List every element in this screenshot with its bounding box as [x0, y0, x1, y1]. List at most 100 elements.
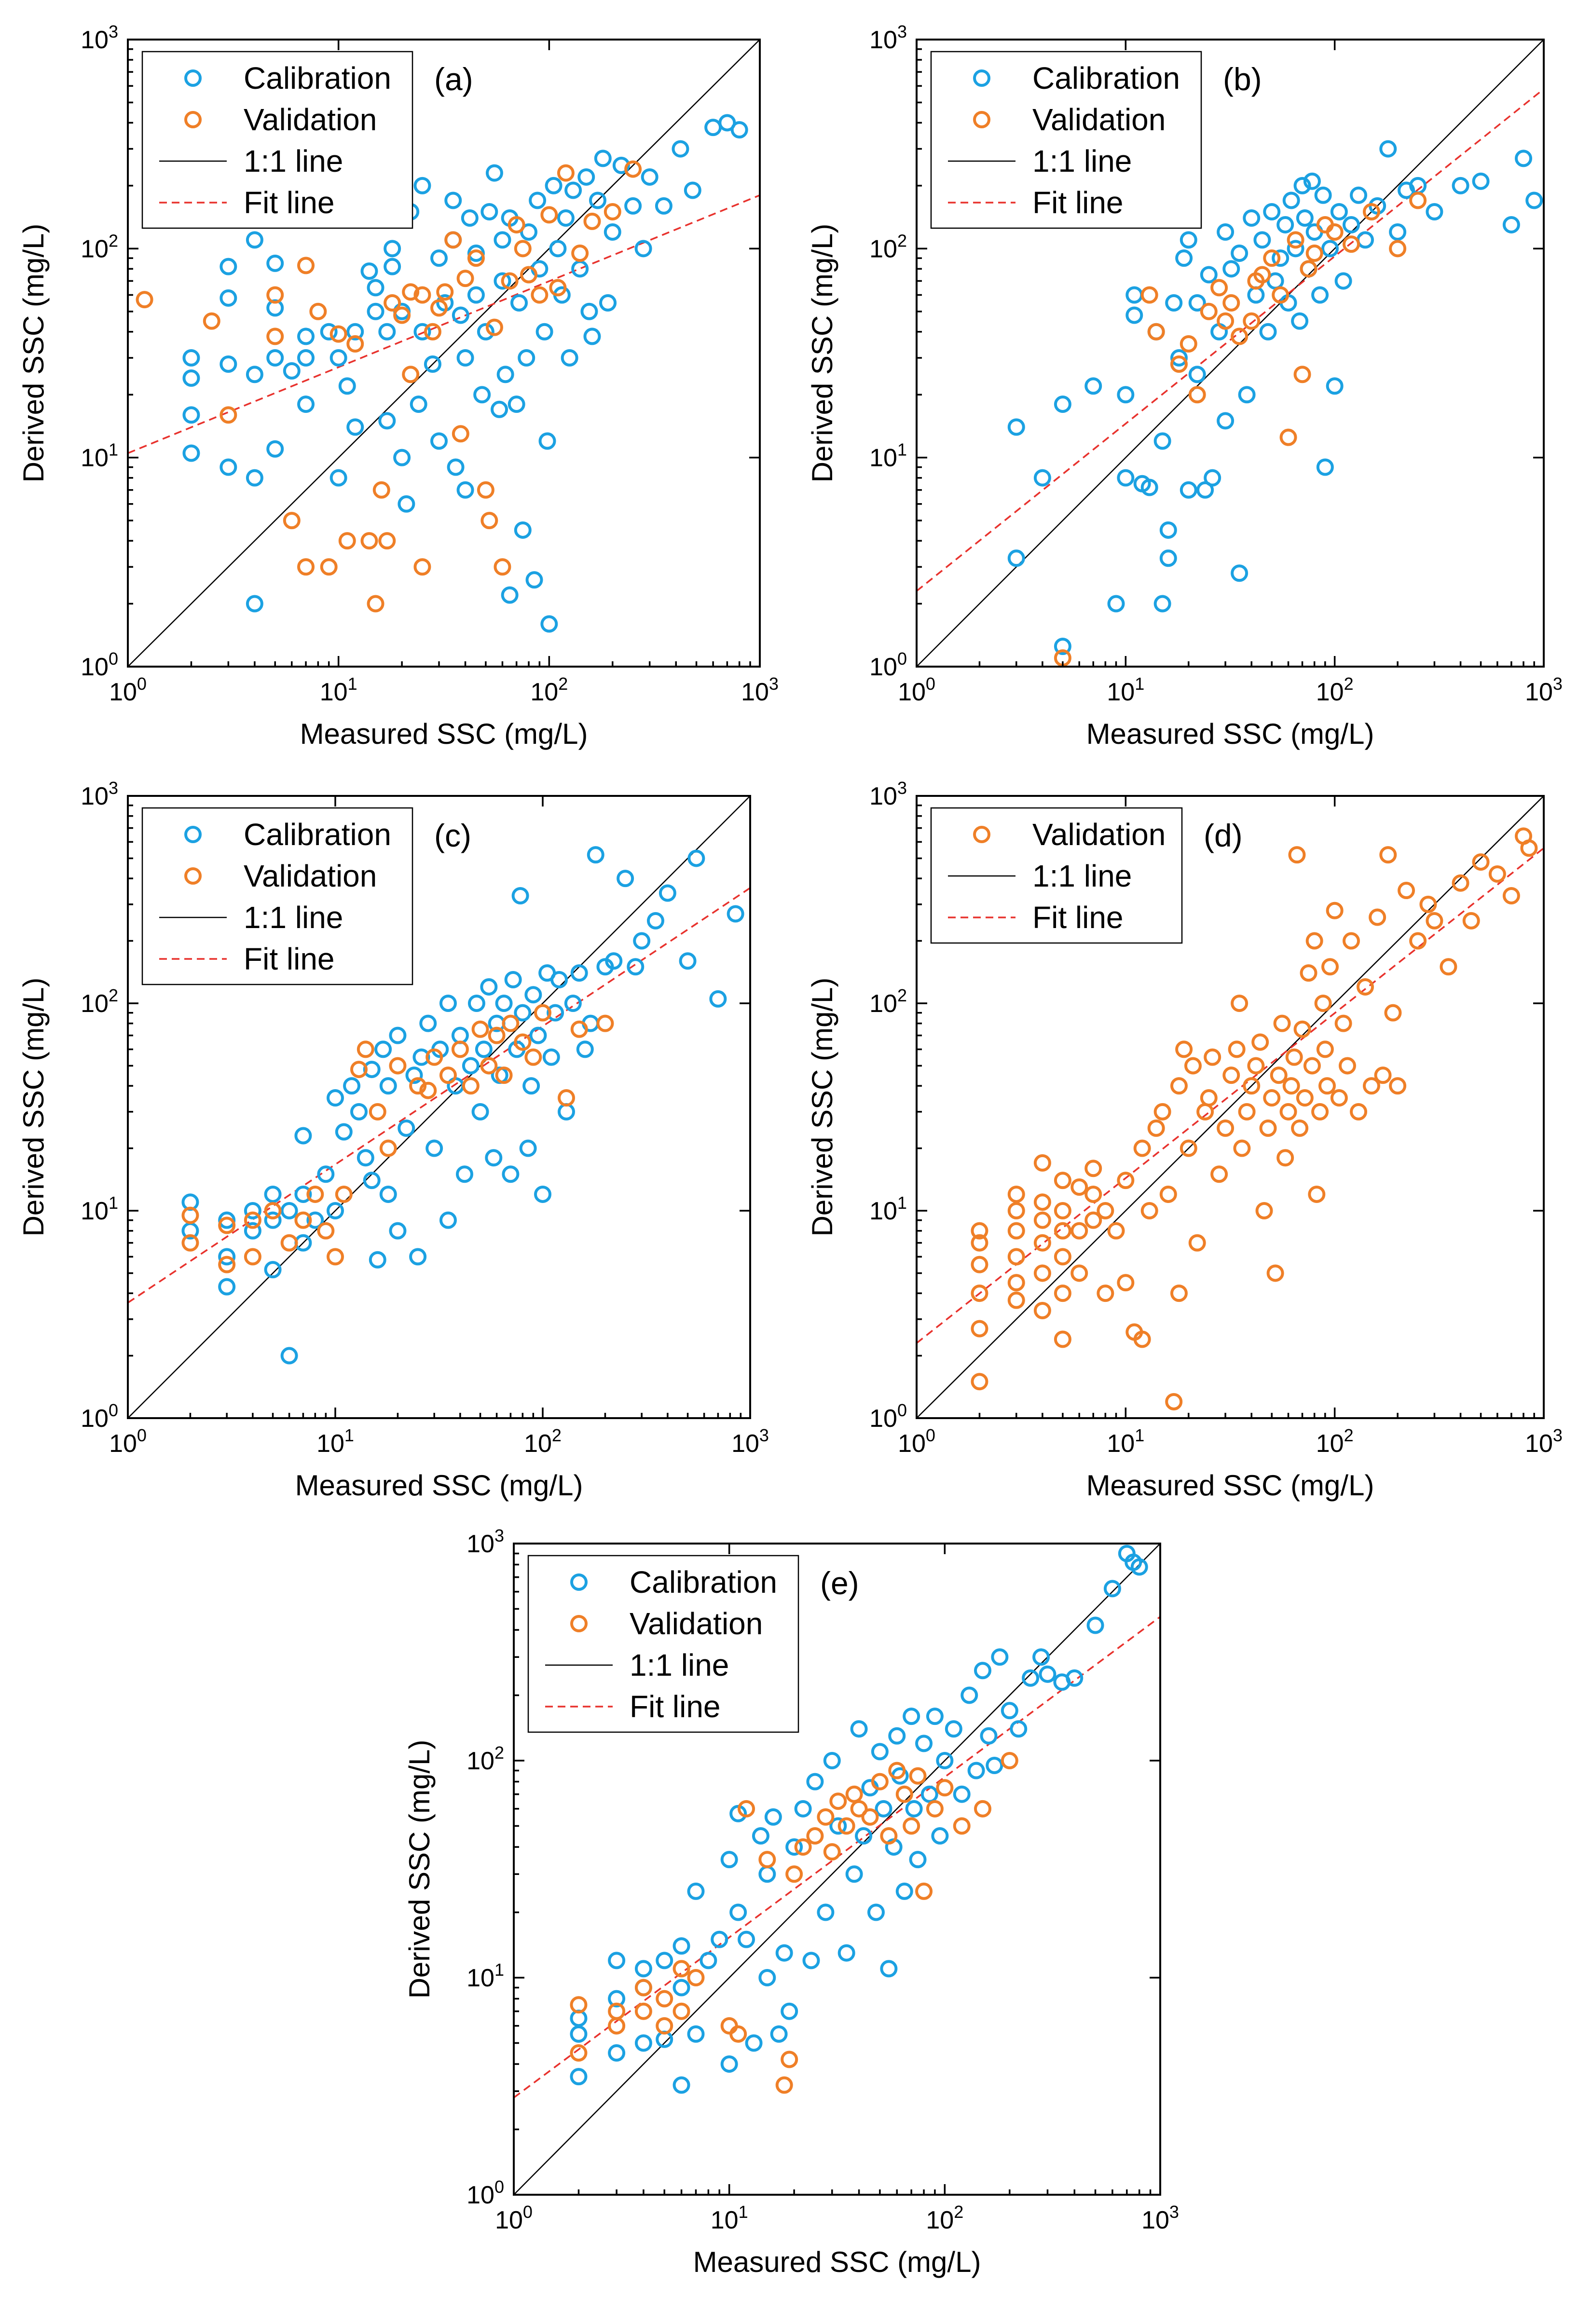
- y-axis-title: Derived SSC (mg/L): [17, 224, 50, 483]
- data-point: [475, 1040, 493, 1058]
- data-point: [1379, 846, 1397, 864]
- data-point: [480, 978, 498, 996]
- data-point: [1488, 865, 1506, 883]
- data-point: [360, 262, 378, 280]
- y-tick-label: 102: [81, 985, 118, 1018]
- data-point: [871, 1743, 889, 1761]
- data-point: [564, 995, 582, 1012]
- data-point: [297, 349, 315, 367]
- plot-frame: [513, 1543, 1161, 2196]
- data-point: [936, 1779, 954, 1797]
- data-point: [467, 249, 485, 267]
- data-point: [672, 140, 689, 158]
- data-point: [1153, 432, 1171, 450]
- data-point: [534, 1004, 551, 1022]
- data-point: [1334, 1014, 1352, 1032]
- data-point: [1228, 1040, 1246, 1058]
- data-point: [452, 306, 469, 324]
- data-point: [1196, 481, 1214, 499]
- data-point: [720, 2055, 738, 2073]
- data-point: [1125, 306, 1143, 324]
- data-point: [346, 323, 364, 341]
- data-point: [903, 1708, 920, 1725]
- data-point: [1362, 1077, 1380, 1095]
- fit-line: [128, 194, 760, 454]
- data-point: [309, 302, 327, 320]
- data-point: [360, 532, 378, 550]
- data-point: [462, 1077, 480, 1095]
- data-point: [1318, 1077, 1336, 1095]
- data-point: [1107, 1222, 1125, 1240]
- panel-label: (b): [1223, 61, 1262, 97]
- data-point: [244, 1248, 261, 1266]
- data-point: [571, 244, 589, 262]
- data-point: [471, 1103, 489, 1121]
- data-point: [608, 2044, 626, 2062]
- data-point: [136, 291, 153, 309]
- data-point: [1066, 1669, 1084, 1687]
- data-point: [1007, 1274, 1025, 1292]
- data-point: [511, 887, 529, 905]
- data-point: [329, 325, 347, 343]
- data-point: [633, 932, 651, 950]
- data-point: [1086, 1616, 1104, 1634]
- data-point: [1520, 839, 1538, 857]
- data-point: [802, 1952, 820, 1969]
- data-point: [1238, 1103, 1256, 1121]
- legend-label: Fit line: [244, 185, 335, 220]
- data-point: [502, 1165, 520, 1183]
- data-point: [320, 558, 338, 576]
- data-point: [1330, 1089, 1348, 1107]
- data-point: [542, 1048, 560, 1066]
- data-point: [1165, 1393, 1183, 1410]
- data-point: [327, 1202, 344, 1219]
- data-point: [915, 1882, 933, 1900]
- data-point: [456, 270, 474, 287]
- legend-label: Validation: [630, 1606, 763, 1641]
- x-axis-title: Measured SSC (mg/L): [1086, 1469, 1374, 1502]
- data-point: [806, 1827, 824, 1845]
- data-point: [430, 299, 448, 317]
- y-tick-label: 102: [81, 231, 118, 263]
- data-point: [634, 2034, 652, 2052]
- data-point: [1321, 240, 1339, 258]
- data-point: [1409, 932, 1427, 950]
- data-point: [1204, 1048, 1221, 1066]
- data-point: [1054, 1172, 1071, 1189]
- data-point: [297, 396, 315, 413]
- data-point: [806, 1773, 824, 1791]
- data-point: [888, 1727, 906, 1745]
- data-point: [1170, 1285, 1188, 1302]
- data-point: [557, 1103, 575, 1121]
- data-point: [1342, 216, 1360, 233]
- legend-label: Validation: [1032, 102, 1166, 137]
- data-point: [363, 1061, 381, 1079]
- data-point: [451, 1040, 469, 1058]
- data-point: [413, 286, 431, 304]
- data-point: [1184, 1057, 1202, 1075]
- data-point: [367, 302, 384, 320]
- data-point: [317, 1165, 335, 1183]
- data-point: [926, 1800, 944, 1818]
- data-point: [529, 191, 547, 209]
- x-tick-label: 101: [1107, 1425, 1144, 1458]
- x-tick-label: 102: [1316, 674, 1354, 706]
- data-point: [1440, 958, 1457, 976]
- data-point: [1389, 223, 1407, 241]
- data-point: [389, 1222, 407, 1240]
- data-point: [700, 1952, 717, 1969]
- data-point: [294, 1127, 312, 1145]
- data-point: [1217, 412, 1235, 430]
- data-point: [1300, 260, 1317, 278]
- data-point: [467, 995, 485, 1012]
- data-point: [456, 481, 474, 499]
- data-point: [729, 2025, 747, 2043]
- data-point: [1282, 191, 1300, 209]
- y-axis-title: Derived SSC (mg/L): [806, 978, 838, 1237]
- data-point: [182, 444, 200, 462]
- data-point: [1165, 294, 1183, 312]
- data-point: [1287, 240, 1304, 258]
- panel-label: (d): [1204, 818, 1243, 853]
- data-point: [1070, 1222, 1088, 1240]
- data-point: [1210, 279, 1228, 297]
